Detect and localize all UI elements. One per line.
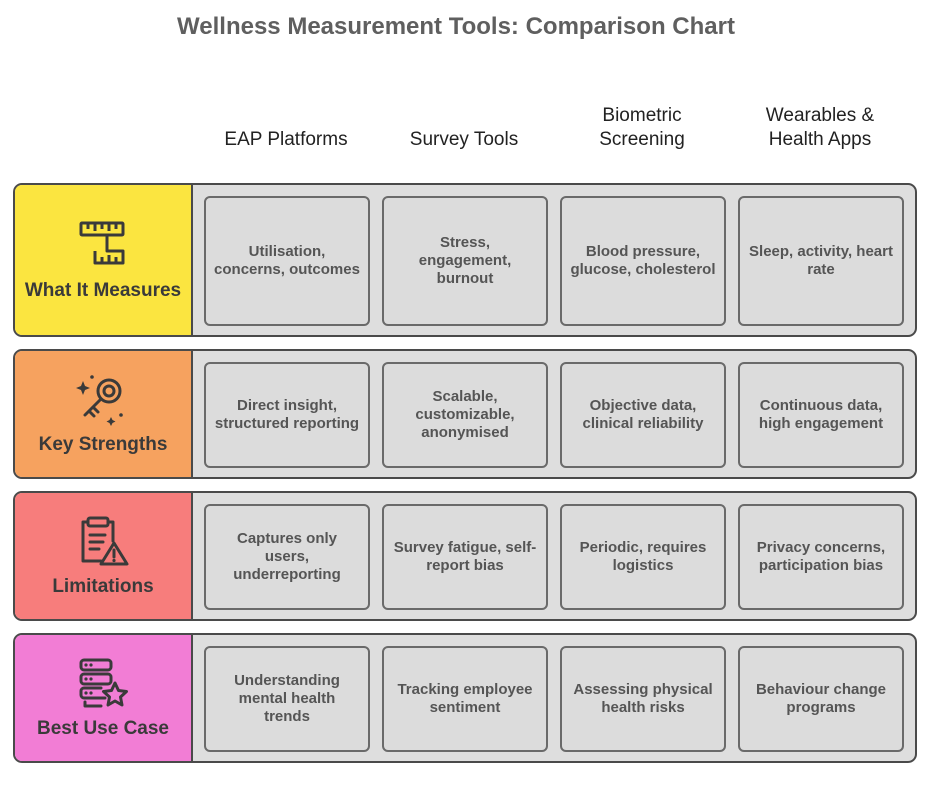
cell-usecase-biometric: Assessing physical health risks (560, 646, 726, 752)
key-sparkle-icon (76, 375, 123, 426)
cell-strengths-wearables: Continuous data, high engagement (738, 362, 904, 468)
row-best-use-case: Best Use Case Understanding mental healt… (13, 633, 917, 763)
row-key-strengths: Key Strengths Direct insight, structured… (13, 349, 917, 479)
cell-measures-survey: Stress, engagement, burnout (382, 196, 548, 326)
ruler-icon (79, 221, 125, 265)
row-what-it-measures: What It Measures Utilisation, concerns, … (13, 183, 917, 337)
column-header-biometric: Biometric Screening (599, 105, 685, 150)
column-header-wearables: Wearables & Health Apps (765, 105, 875, 150)
cell-limitations-biometric: Periodic, requires logistics (560, 504, 726, 610)
row-label-text: Limitations (52, 576, 154, 597)
cell-limitations-survey: Survey fatigue, self-report bias (382, 504, 548, 610)
cell-usecase-wearables: Behaviour change programs (738, 646, 904, 752)
cell-limitations-wearables: Privacy concerns, participation bias (738, 504, 904, 610)
clipboard-warning-icon (81, 516, 129, 566)
chart-title: Wellness Measurement Tools: Comparison C… (177, 13, 735, 40)
row-limitations: Limitations Captures only users, underre… (13, 491, 917, 621)
cell-measures-wearables: Sleep, activity, heart rate (738, 196, 904, 326)
cell-usecase-eap: Understanding mental health trends (204, 646, 370, 752)
server-star-icon (79, 658, 128, 708)
cell-strengths-eap: Direct insight, structured reporting (204, 362, 370, 468)
cell-measures-eap: Utilisation, concerns, outcomes (204, 196, 370, 326)
row-label-text: What It Measures (24, 280, 182, 301)
cell-limitations-eap: Captures only users, underreporting (204, 504, 370, 610)
row-label-limitations: Limitations (15, 493, 193, 619)
row-label-key-strengths: Key Strengths (15, 351, 193, 477)
cell-strengths-biometric: Objective data, clinical reliability (560, 362, 726, 468)
cell-measures-biometric: Blood pressure, glucose, cholesterol (560, 196, 726, 326)
cell-usecase-survey: Tracking employee sentiment (382, 646, 548, 752)
cell-strengths-survey: Scalable, customizable, anonymised (382, 362, 548, 468)
column-header-eap: EAP Platforms (224, 129, 348, 150)
row-label-best-use-case: Best Use Case (15, 635, 193, 761)
column-header-survey: Survey Tools (409, 129, 519, 150)
row-label-text: Best Use Case (36, 718, 170, 739)
row-label-what-it-measures: What It Measures (15, 185, 193, 335)
row-label-text: Key Strengths (38, 434, 168, 455)
